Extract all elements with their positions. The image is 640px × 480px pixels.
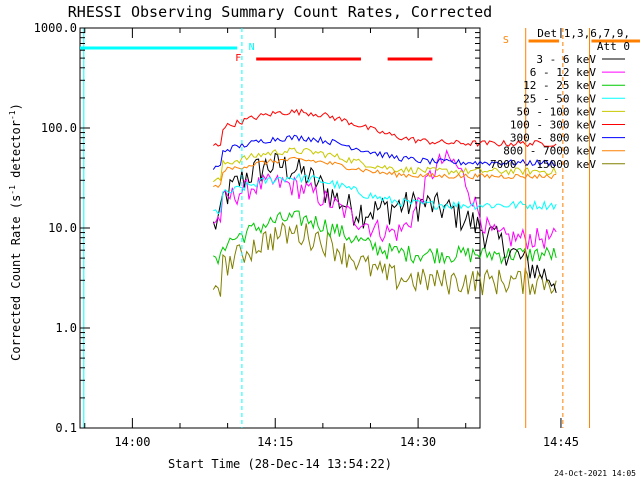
legend-header-line1: Det 1,3,6,7,9, xyxy=(537,27,630,40)
legend-entry-label: 12 - 25 keV xyxy=(523,79,596,92)
series-line xyxy=(213,108,557,148)
series-line xyxy=(213,156,557,189)
plot-area: NF S xyxy=(79,27,640,429)
series-line xyxy=(212,221,557,297)
series-line xyxy=(212,147,557,183)
y-axis-label: Corrected Count Rate (s-1 detector-1) xyxy=(8,103,23,361)
plot-frame xyxy=(79,27,481,429)
y-tick-label: 100.0 xyxy=(41,121,77,135)
x-axis-label: Start Time (28-Dec-14 13:54:22) xyxy=(168,457,392,471)
legend-entry-label: 25 - 50 keV xyxy=(523,92,596,105)
series-line xyxy=(212,152,557,294)
series-line xyxy=(212,134,557,170)
legend-header-line2: Att 0 xyxy=(597,40,630,53)
footer-timestamp: 24-Oct-2021 14:05 xyxy=(554,469,636,478)
y-tick-label: 1.0 xyxy=(55,321,77,335)
legend-entry-label: 100 - 300 keV xyxy=(510,119,596,132)
legend-entry-label: 6 - 12 keV xyxy=(530,66,597,79)
y-tick-label: 1000.0 xyxy=(34,21,77,35)
x-tick-label: 14:15 xyxy=(257,435,293,449)
x-tick-label: 14:00 xyxy=(114,435,150,449)
y-axis-ticks: 1000.0 100.0 10.0 1.0 0.1 xyxy=(34,21,480,435)
legend-entry-label: 7000 - 15000 keV xyxy=(490,158,596,171)
y-tick-label: 10.0 xyxy=(48,221,77,235)
flag-label: S xyxy=(503,35,509,46)
legend-entry-label: 300 - 800 keV xyxy=(510,132,596,145)
y-tick-label: 0.1 xyxy=(55,421,77,435)
flag-label: N xyxy=(249,42,255,53)
x-tick-label: 14:30 xyxy=(400,435,436,449)
series-line xyxy=(213,210,557,266)
flag-label: F xyxy=(235,53,241,64)
chart-title: RHESSI Observing Summary Count Rates, Co… xyxy=(68,3,492,21)
legend-entry-label: 50 - 100 keV xyxy=(517,105,597,118)
legend-entry-label: 3 - 6 keV xyxy=(536,53,596,66)
series-line xyxy=(213,172,557,215)
legend-entry-label: 800 - 7000 keV xyxy=(503,145,596,158)
x-tick-label: 14:45 xyxy=(543,435,579,449)
